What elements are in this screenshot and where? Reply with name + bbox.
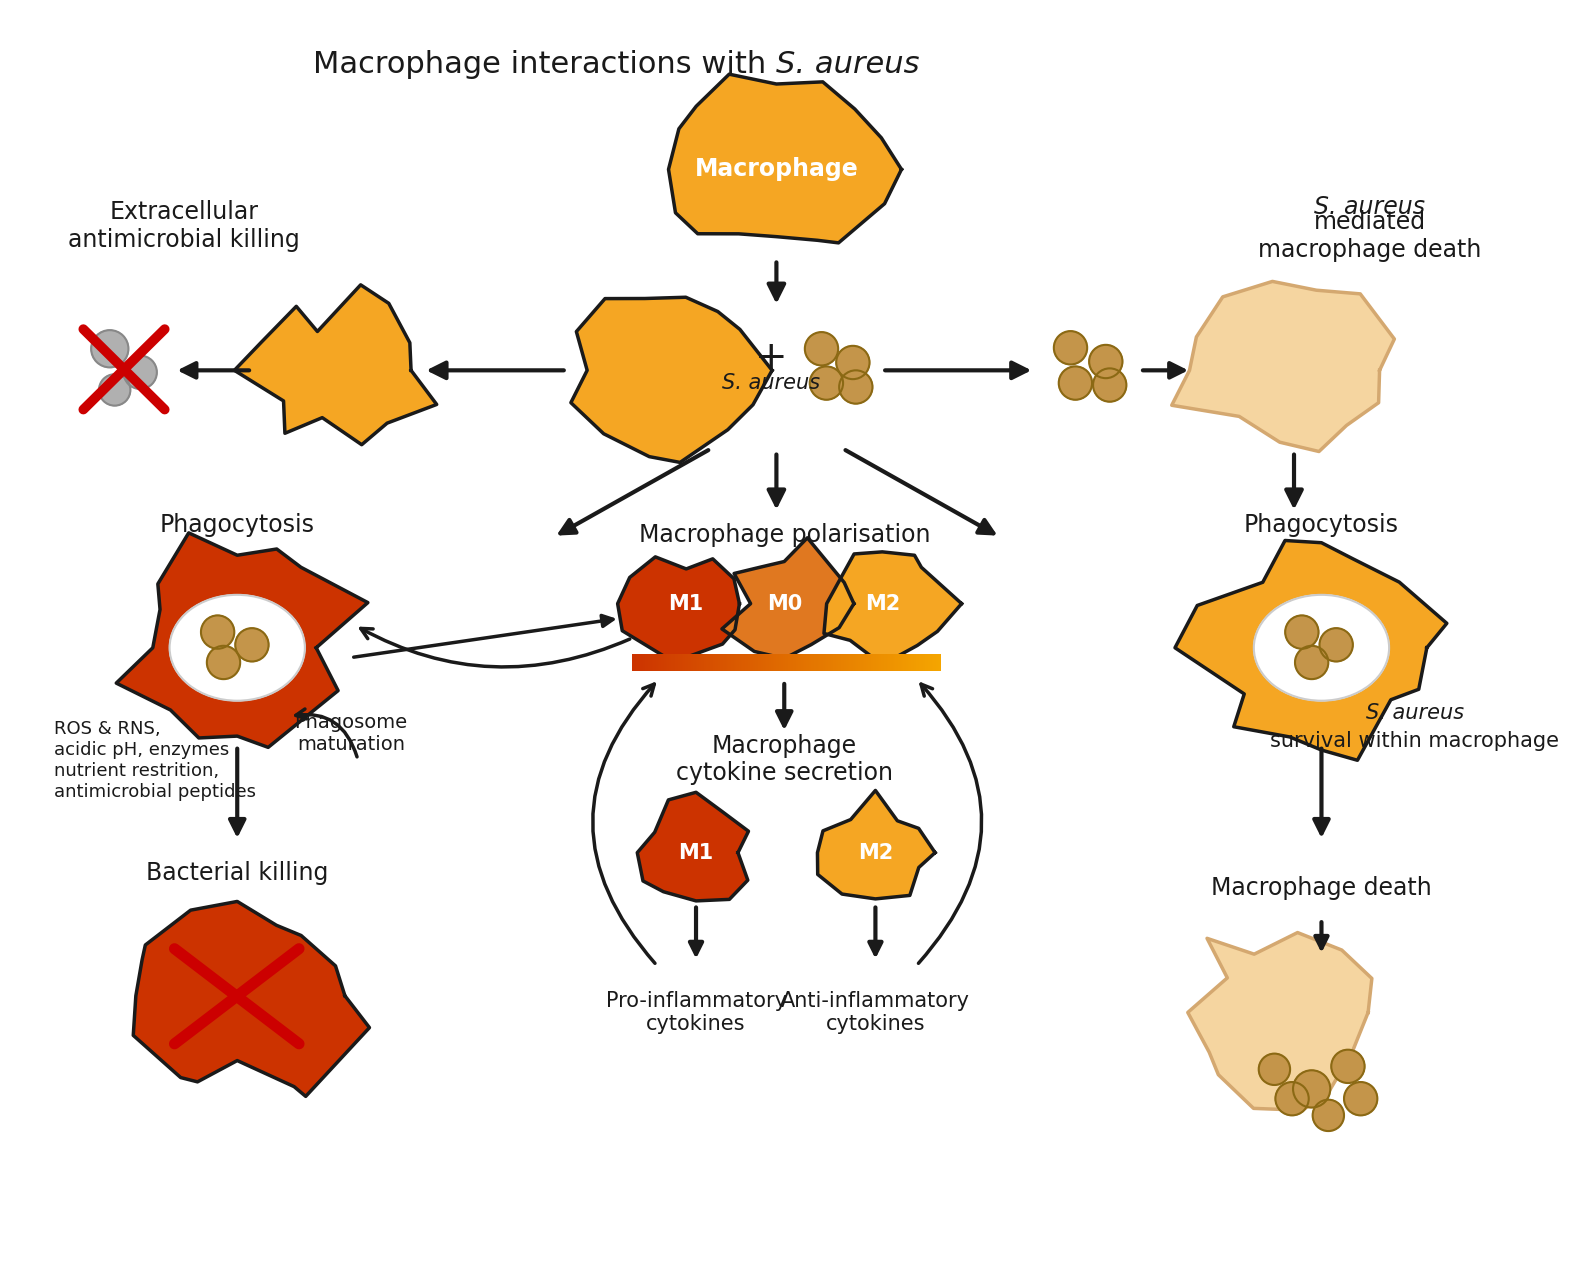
Circle shape (805, 332, 838, 365)
Text: Phagocytosis: Phagocytosis (1244, 513, 1400, 537)
Polygon shape (618, 557, 740, 658)
Circle shape (208, 646, 241, 679)
Text: M2: M2 (857, 842, 892, 862)
Text: ROS & RNS,
acidic pH, enzymes
nutrient restrition,
antimicrobial peptides: ROS & RNS, acidic pH, enzymes nutrient r… (54, 720, 255, 800)
Ellipse shape (170, 595, 304, 701)
Text: +: + (754, 338, 788, 377)
Text: Extracellular
antimicrobial killing: Extracellular antimicrobial killing (68, 200, 300, 252)
Circle shape (1258, 1053, 1290, 1085)
Circle shape (1054, 331, 1087, 365)
Text: S. aureus: S. aureus (723, 373, 821, 393)
Circle shape (201, 616, 235, 649)
Polygon shape (133, 902, 369, 1096)
Circle shape (837, 346, 870, 379)
Text: M1: M1 (678, 842, 713, 862)
Ellipse shape (1254, 595, 1388, 701)
Circle shape (1276, 1082, 1309, 1116)
Text: Pro-inflammatory
cytokines: Pro-inflammatory cytokines (605, 991, 786, 1034)
Polygon shape (669, 74, 902, 243)
Text: M0: M0 (767, 594, 802, 613)
Circle shape (838, 370, 872, 403)
Text: S. aureus: S. aureus (777, 50, 919, 79)
Text: mediated
macrophage death: mediated macrophage death (1258, 210, 1482, 262)
Text: survival within macrophage: survival within macrophage (1270, 731, 1560, 750)
Circle shape (1344, 1082, 1377, 1116)
Polygon shape (818, 790, 935, 899)
Polygon shape (824, 552, 962, 665)
Text: Phagocytosis: Phagocytosis (160, 513, 315, 537)
Circle shape (1331, 1049, 1365, 1082)
Circle shape (810, 366, 843, 399)
Text: M1: M1 (669, 594, 704, 613)
Polygon shape (1187, 932, 1373, 1110)
Circle shape (98, 374, 130, 406)
Text: Bacterial killing: Bacterial killing (146, 861, 328, 885)
Circle shape (92, 331, 128, 368)
Text: Phagosome
maturation: Phagosome maturation (295, 712, 407, 753)
Text: Macrophage interactions with: Macrophage interactions with (314, 50, 777, 79)
Polygon shape (1174, 541, 1447, 761)
Polygon shape (721, 538, 854, 659)
Text: S. aureus: S. aureus (1366, 703, 1463, 724)
Text: Macrophage polarisation: Macrophage polarisation (639, 523, 930, 547)
Circle shape (1319, 628, 1354, 661)
Text: S. aureus: S. aureus (1314, 195, 1425, 219)
Text: Macrophage death: Macrophage death (1211, 876, 1431, 901)
Polygon shape (235, 285, 437, 445)
Text: Macrophage
cytokine secretion: Macrophage cytokine secretion (675, 734, 892, 785)
Circle shape (124, 356, 157, 389)
Text: Anti-inflammatory
cytokines: Anti-inflammatory cytokines (781, 991, 970, 1034)
Text: Macrophage: Macrophage (694, 158, 859, 182)
Circle shape (1293, 1070, 1330, 1108)
Circle shape (1089, 345, 1122, 378)
Circle shape (1312, 1100, 1344, 1131)
Polygon shape (637, 792, 748, 901)
Polygon shape (116, 533, 368, 748)
Circle shape (1285, 616, 1319, 649)
Circle shape (1295, 646, 1328, 679)
Circle shape (1059, 366, 1092, 399)
Polygon shape (1171, 281, 1395, 452)
Circle shape (235, 628, 268, 661)
Polygon shape (571, 298, 772, 463)
Text: M2: M2 (865, 594, 900, 613)
Circle shape (1094, 369, 1127, 402)
